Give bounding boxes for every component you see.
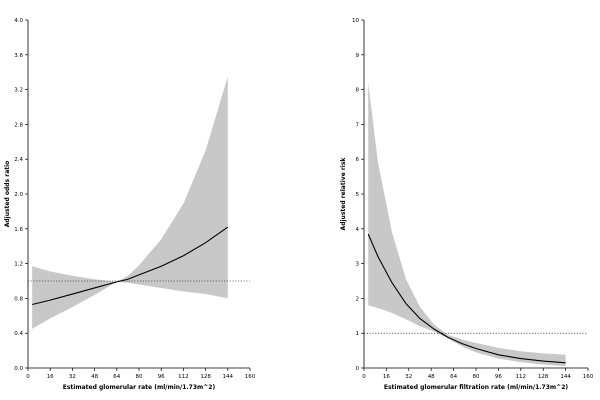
- x-tick-label: 0: [26, 374, 30, 380]
- y-tick-label: 1.6: [14, 227, 23, 233]
- x-axis-title: Estimated glomerular rate (ml/min/1.73m^…: [63, 384, 216, 391]
- y-tick-label: 0: [356, 366, 360, 372]
- x-tick-label: 160: [245, 374, 256, 380]
- estimate-line: [367, 233, 566, 364]
- x-tick-label: 128: [200, 374, 211, 380]
- y-tick-label: 1.2: [14, 262, 23, 268]
- confidence-band: [368, 82, 566, 367]
- confidence-band: [32, 76, 228, 329]
- x-tick-label: 144: [560, 374, 571, 380]
- x-tick-label: 64: [113, 374, 120, 380]
- x-tick-label: 0: [362, 374, 366, 380]
- x-tick-label: 32: [69, 374, 76, 380]
- x-tick-label: 80: [473, 374, 480, 380]
- x-axis-title: Estimated glomerular filtration rate (ml…: [384, 384, 568, 391]
- x-tick-label: 112: [516, 374, 527, 380]
- x-tick-label: 64: [450, 374, 457, 380]
- x-tick-label: 80: [136, 374, 143, 380]
- y-tick-label: 9: [356, 53, 360, 59]
- y-tick-label: 3.6: [14, 53, 23, 59]
- x-tick-label: 32: [405, 374, 412, 380]
- y-tick-label: 2.8: [14, 122, 23, 128]
- y-tick-label: 0.0: [14, 366, 23, 372]
- y-tick-label: 0.4: [14, 331, 23, 337]
- y-tick-label: 1: [356, 331, 360, 337]
- y-tick-label: 5: [356, 192, 360, 198]
- y-axis-title: Adjusted relative risk: [340, 157, 347, 231]
- y-tick-label: 4: [356, 227, 360, 233]
- x-tick-label: 160: [583, 374, 594, 380]
- y-tick-label: 10: [352, 18, 359, 24]
- y-tick-label: 2.0: [14, 192, 23, 198]
- left-panel-odds-ratio: Estimated glomerular rate (ml/min/1.73m^…: [4, 18, 256, 391]
- y-axis-title: Adjusted odds ratio: [4, 161, 11, 228]
- x-tick-label: 16: [47, 374, 54, 380]
- right-panel-relative-risk: Estimated glomerular filtration rate (ml…: [340, 18, 594, 391]
- y-tick-label: 3.2: [14, 88, 23, 94]
- x-tick-label: 48: [428, 374, 435, 380]
- estimate-line: [32, 226, 229, 306]
- x-tick-label: 96: [158, 374, 165, 380]
- y-tick-label: 4.0: [14, 18, 23, 24]
- y-tick-label: 0.8: [14, 296, 23, 302]
- x-tick-label: 48: [91, 374, 98, 380]
- y-tick-label: 6: [356, 157, 360, 163]
- x-tick-label: 128: [538, 374, 549, 380]
- y-tick-label: 8: [356, 88, 360, 94]
- x-tick-label: 144: [223, 374, 234, 380]
- x-tick-label: 16: [383, 374, 390, 380]
- y-tick-label: 7: [356, 122, 360, 128]
- x-tick-label: 112: [178, 374, 189, 380]
- y-tick-label: 2: [356, 296, 360, 302]
- y-tick-label: 2.4: [14, 157, 23, 163]
- y-tick-label: 3: [356, 262, 360, 268]
- x-tick-label: 96: [495, 374, 502, 380]
